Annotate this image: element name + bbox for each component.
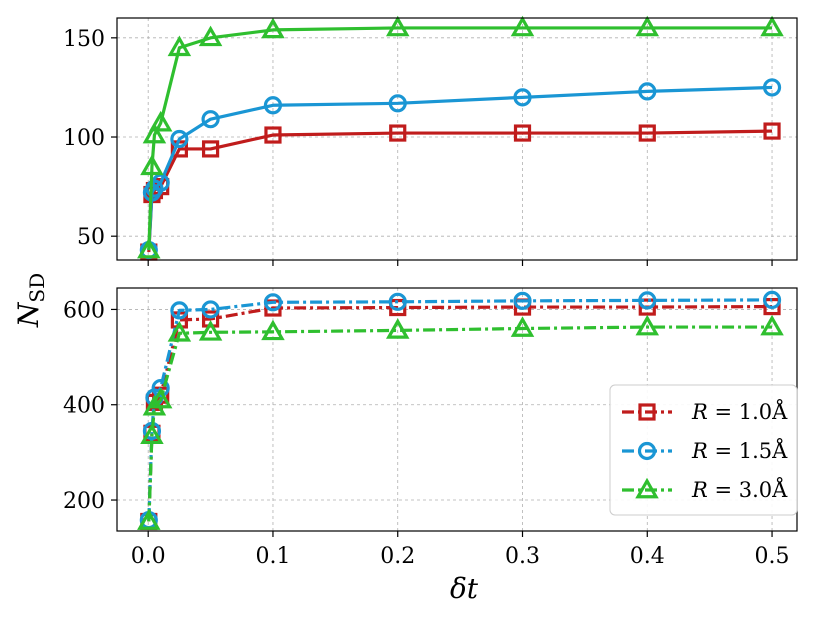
series-1: [140, 122, 781, 261]
data-point: [510, 316, 535, 337]
x-tick-label: 0.3: [505, 544, 540, 569]
data-point: [167, 35, 192, 57]
legend-label-variable: R: [691, 478, 708, 502]
data-point: [264, 126, 282, 144]
data-point: [201, 300, 220, 319]
data-point: [151, 173, 170, 192]
data-point: [385, 15, 410, 37]
legend: R = 1.0ÅR = 1.5ÅR = 3.0Å: [609, 384, 798, 516]
data-point: [140, 154, 164, 176]
legend-label: R = 1.0Å: [691, 399, 788, 424]
data-point: [263, 293, 283, 312]
data-point: [638, 82, 657, 101]
series-line: [147, 85, 773, 251]
data-point: [388, 94, 407, 113]
y-tick-label: 200: [63, 489, 105, 514]
y-axis-label-main: N: [12, 301, 45, 328]
data-point: [261, 17, 285, 39]
data-point: [513, 291, 532, 310]
legend-marker: [635, 477, 659, 499]
series-line: [147, 325, 773, 522]
legend-label-value: = 3.0Å: [708, 477, 788, 502]
series-3: [137, 314, 784, 530]
data-point: [385, 318, 410, 339]
x-tick-label: 0.5: [755, 544, 790, 569]
legend-entry: R = 1.5Å: [622, 438, 788, 463]
y-axis-label-sub: SD: [25, 273, 49, 303]
y-tick-label: 400: [63, 394, 105, 419]
data-point: [198, 320, 223, 341]
x-axis-label: δt: [450, 572, 479, 605]
data-point: [389, 124, 407, 142]
legend-label-value: = 1.5Å: [708, 438, 788, 463]
x-tick-label: 0.4: [630, 544, 665, 569]
data-point: [513, 124, 532, 142]
data-point: [142, 122, 167, 144]
data-point: [137, 237, 161, 259]
legend-box: [609, 384, 798, 516]
legend-entry: R = 1.0Å: [622, 399, 788, 424]
data-point: [762, 290, 782, 310]
legend-entry: R = 3.0Å: [622, 477, 788, 502]
data-point: [635, 15, 660, 37]
data-point: [201, 140, 220, 158]
x-tick-label: 0.1: [255, 544, 290, 569]
y-tick-label: 100: [63, 126, 105, 151]
series-3: [137, 15, 784, 259]
top-panel: 50 100 150: [63, 15, 798, 266]
data-point: [638, 124, 656, 142]
data-point: [263, 96, 283, 115]
legend-marker: [638, 403, 656, 421]
data-point: [140, 423, 164, 445]
data-point: [513, 88, 532, 107]
data-point: [638, 298, 656, 316]
data-point: [635, 314, 660, 336]
legend-label: R = 1.5Å: [691, 438, 788, 463]
data-point: [148, 110, 173, 132]
series-line: [147, 129, 773, 253]
legend-label: R = 3.0Å: [691, 477, 788, 502]
y-tick-label: 50: [77, 225, 105, 250]
data-point: [170, 301, 189, 320]
legend-label-variable: R: [691, 439, 708, 463]
data-point: [760, 314, 784, 336]
data-point: [198, 25, 223, 47]
grid: [117, 18, 797, 260]
axes-frame: [116, 17, 798, 261]
data-point: [763, 122, 781, 140]
y-tick-label: 600: [63, 298, 105, 323]
data-point: [151, 378, 170, 398]
data-point: [261, 319, 285, 341]
legend-label-variable: R: [691, 400, 708, 424]
data-point: [167, 321, 192, 342]
data-point: [170, 129, 189, 149]
x-tick-label: 0.0: [131, 544, 166, 569]
legend-label-value: = 1.0Å: [708, 399, 788, 424]
series-2: [139, 78, 782, 260]
data-point: [638, 291, 657, 310]
data-point: [201, 110, 220, 129]
data-point: [510, 15, 535, 37]
y-axis-label: NSD: [12, 273, 49, 328]
series-line: [147, 298, 773, 521]
data-point: [760, 15, 784, 37]
data-point: [137, 509, 161, 530]
data-point: [148, 387, 173, 409]
y-tick-label: 150: [63, 27, 105, 52]
data-point: [762, 78, 782, 97]
data-point: [388, 292, 407, 311]
x-tick-label: 0.2: [380, 544, 415, 569]
legend-marker: [637, 441, 657, 461]
series-line: [147, 26, 773, 251]
